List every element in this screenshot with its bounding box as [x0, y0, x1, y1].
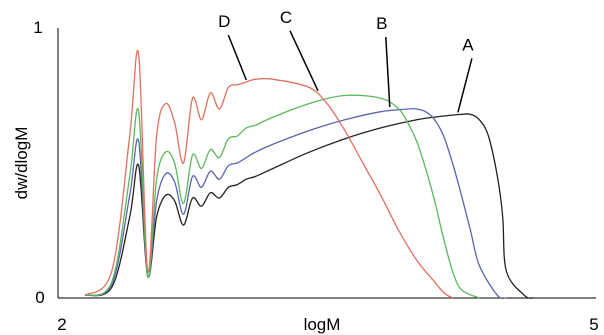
series-line-a	[84, 113, 534, 299]
x-axis-title: logM	[304, 315, 341, 334]
x-tick-label-max: 5	[589, 315, 598, 334]
y-tick-label-max: 1	[33, 18, 42, 37]
callout-label-b: B	[376, 14, 387, 33]
y-axis-title: dw/dlogM	[12, 127, 31, 200]
callout-leader-a	[457, 58, 473, 113]
series-line-c	[84, 94, 480, 299]
callout-leader-d	[227, 34, 247, 81]
series-layer	[84, 50, 534, 300]
callout-label-a: A	[462, 35, 474, 54]
series-line-d	[84, 50, 453, 299]
callout-leader-c	[289, 30, 319, 92]
y-tick-label-min: 0	[35, 288, 44, 307]
x-tick-label-min: 2	[57, 315, 66, 334]
callout-label-c: C	[280, 8, 292, 27]
callout-layer: D C B A	[218, 8, 474, 113]
callout-leader-b	[385, 36, 391, 108]
callout-label-d: D	[218, 12, 230, 31]
